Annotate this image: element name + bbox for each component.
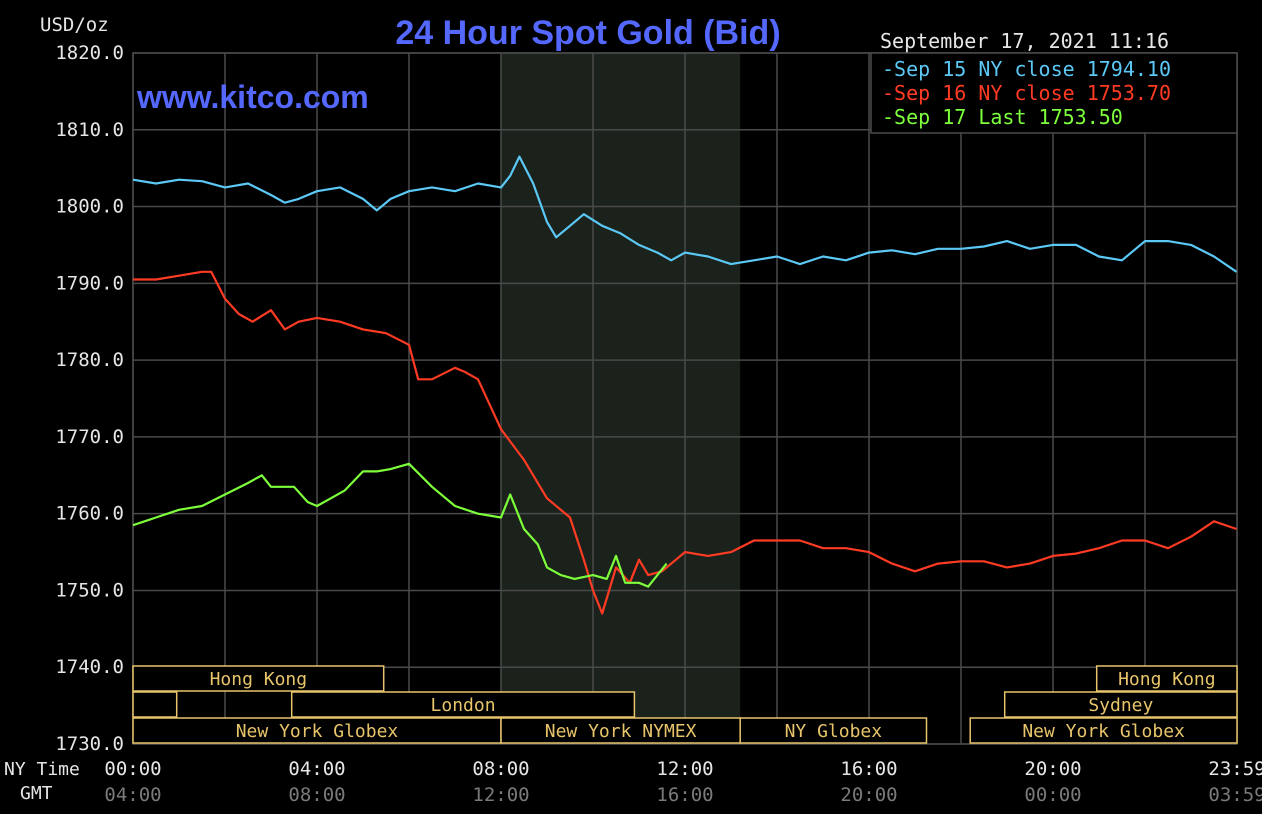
y-axis-label: USD/oz	[40, 14, 109, 36]
y-tick-label: 1770.0	[55, 426, 124, 448]
market-session-label: NY Globex	[785, 721, 883, 742]
y-tick-label: 1760.0	[55, 503, 124, 525]
legend-box	[870, 52, 1238, 134]
market-session-label: New York Globex	[236, 721, 399, 742]
x-tick-label-ny: 16:00	[840, 758, 897, 780]
x-tick-label-gmt: 03:59	[1208, 784, 1262, 806]
x-tick-label-gmt: 04:00	[104, 784, 161, 806]
x-row-label-ny: NY Time	[4, 759, 80, 780]
legend: -Sep 15 NY close 1794.10-Sep 16 NY close…	[870, 52, 1238, 134]
x-tick-label-gmt: 16:00	[656, 784, 713, 806]
nymex-hours-band	[501, 53, 741, 744]
market-session-label: New York NYMEX	[545, 721, 697, 742]
market-session-box	[739, 717, 928, 744]
market-session-label: Hong Kong	[210, 669, 308, 690]
market-session-box	[1095, 665, 1238, 692]
x-tick-label-gmt: 08:00	[288, 784, 345, 806]
series-line-3	[132, 462, 668, 588]
y-tick-label: 1780.0	[55, 349, 124, 371]
x-tick-label-ny: 00:00	[104, 758, 161, 780]
y-tick-label: 1740.0	[55, 656, 124, 678]
x-row-label-gmt: GMT	[20, 783, 53, 804]
market-session-box	[969, 717, 1238, 744]
series-line-1	[132, 155, 1238, 273]
y-axis: 1820.0 1810.0 1800.0 1790.0 1780.0 1770.0 1760…	[55, 42, 124, 755]
chart-title: 24 Hour Spot Gold (Bid)	[395, 14, 780, 52]
market-session-label: New York Globex	[1022, 721, 1185, 742]
x-tick-label-gmt: 00:00	[1024, 784, 1081, 806]
legend-entry-2: -Sep 16 NY close 1753.70	[882, 81, 1171, 105]
y-tick-label: 1820.0	[55, 42, 124, 64]
watermark: www.kitco.com	[136, 79, 369, 115]
y-tick-label: 1790.0	[55, 272, 124, 294]
y-tick-label: 1810.0	[55, 119, 124, 141]
x-tick-label-ny: 04:00	[288, 758, 345, 780]
market-session-box	[132, 691, 178, 718]
y-tick-label: 1800.0	[55, 196, 124, 218]
market-session-box	[132, 665, 385, 692]
legend-entry-3: -Sep 17 Last 1753.50	[882, 105, 1123, 129]
x-tick-label-gmt: 20:00	[840, 784, 897, 806]
market-session-box	[290, 691, 636, 718]
x-axis: NY Time GMT 00:00 04:00 04:00 08:00 08:00 12:…	[4, 758, 1262, 806]
y-tick-label: 1750.0	[55, 579, 124, 601]
x-tick-label-ny: 08:00	[472, 758, 529, 780]
x-tick-label-ny: 12:00	[656, 758, 713, 780]
market-session-box	[1003, 691, 1238, 718]
market-session-box	[132, 717, 502, 744]
market-session-label: Hong Kong	[1118, 669, 1216, 690]
x-tick-label-ny: 23:59	[1208, 758, 1262, 780]
market-session-label: Sydney	[1088, 695, 1153, 716]
date-stamp: September 17, 2021 11:16	[880, 29, 1169, 53]
x-tick-label-ny: 20:00	[1024, 758, 1081, 780]
y-tick-label: 1730.0	[55, 733, 124, 755]
legend-entry-1: -Sep 15 NY close 1794.10	[882, 57, 1171, 81]
plot-frame	[132, 52, 1238, 745]
x-tick-label-gmt: 12:00	[472, 784, 529, 806]
market-session-label: London	[431, 695, 496, 716]
